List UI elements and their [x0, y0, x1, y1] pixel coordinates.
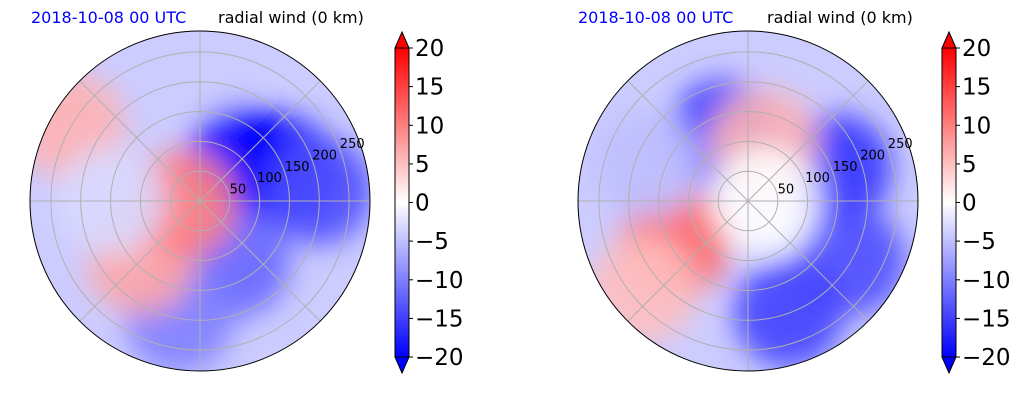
- colorbar-tick-label: 10: [962, 113, 991, 139]
- colorbar-tick-label: 10: [415, 113, 444, 139]
- angular-gridline: [747, 200, 869, 322]
- field-blob: [588, 234, 698, 344]
- radial-tick-label: 150: [833, 160, 858, 175]
- radial-tick-label: 50: [778, 183, 795, 198]
- colorbar-tick-label: 5: [415, 152, 430, 178]
- angular-gridline: [79, 200, 201, 322]
- polar-grid: [29, 30, 371, 372]
- colorbar: 20 15 10 5 0 −5 −10 −15 −20: [394, 30, 464, 375]
- radial-tick-label: 100: [805, 171, 830, 186]
- colorbar-extend-min: [394, 356, 410, 375]
- polar-frame: [29, 30, 371, 372]
- chart-title: radial wind (0 km): [767, 8, 913, 27]
- chart-title: radial wind (0 km): [218, 8, 364, 27]
- colorbar-tick-label: −10: [962, 268, 1011, 294]
- colorbar-tick-label: 15: [415, 75, 444, 101]
- panel-left: 2018-10-08 00 UTC radial wind (0 km) 501…: [29, 8, 464, 375]
- colorbar-tick-label: 5: [962, 152, 977, 178]
- date-label: 2018-10-08 00 UTC: [578, 8, 733, 27]
- polar-frame: [577, 30, 919, 372]
- colorbar-tick-label: −15: [962, 306, 1011, 332]
- radial-tick-label: 250: [340, 137, 365, 152]
- colorbar-tick-label: 20: [962, 36, 991, 62]
- radial-tick-label: 250: [888, 137, 913, 152]
- colorbar-tick-label: 20: [415, 36, 444, 62]
- colorbar-tick-label: 0: [415, 191, 430, 217]
- colorbar-tick-label: −5: [962, 229, 996, 255]
- radial-tick-label: 200: [860, 148, 885, 163]
- date-label: 2018-10-08 00 UTC: [31, 8, 186, 27]
- angular-gridline: [627, 200, 749, 322]
- colorbar: 20 15 10 5 0 −5 −10 −15 −20: [941, 30, 1011, 375]
- colorbar-extend-max: [394, 30, 410, 49]
- colorbar-tick-label: −20: [415, 345, 464, 371]
- colorbar-tick-label: −20: [962, 345, 1011, 371]
- radial-tick-label: 150: [285, 160, 310, 175]
- colorbar-tick-label: −5: [415, 229, 449, 255]
- colorbar-tick-label: −15: [415, 306, 464, 332]
- angular-gridline: [627, 80, 749, 202]
- angular-gridline: [79, 80, 201, 202]
- panel-right: 2018-10-08 00 UTC radial wind (0 km) 501…: [577, 8, 1011, 375]
- colorbar-gradient: [395, 48, 409, 357]
- colorbar-tick-label: 0: [962, 191, 977, 217]
- angular-gridline: [747, 80, 869, 202]
- colorbar-gradient: [942, 48, 956, 357]
- colorbar-tick-label: 15: [962, 75, 991, 101]
- radial-tick-label: 200: [312, 148, 337, 163]
- radial-tick-label: 50: [230, 183, 247, 198]
- colorbar-tick-label: −10: [415, 268, 464, 294]
- radial-tick-label: 100: [257, 171, 282, 186]
- field-blob: [592, 109, 702, 219]
- polar-grid: [577, 30, 919, 372]
- polar-field: [30, 31, 370, 371]
- colorbar-extend-min: [941, 356, 957, 375]
- colorbar-extend-max: [941, 30, 957, 49]
- angular-gridline: [199, 200, 321, 322]
- angular-gridline: [199, 80, 321, 202]
